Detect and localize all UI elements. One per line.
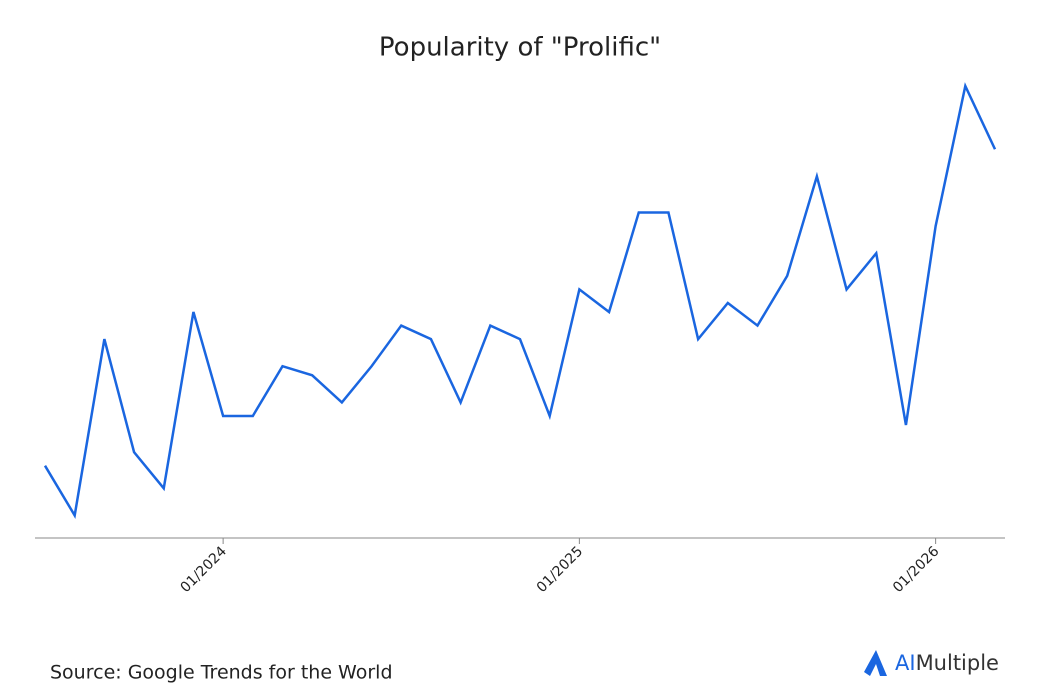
source-note: Source: Google Trends for the World	[50, 662, 393, 684]
chart-title: Popularity of "Prolific"	[379, 33, 661, 63]
x-tick-label: 01/2026	[890, 543, 943, 596]
line-series	[43, 82, 997, 519]
brand-logo: AIMultiple	[864, 650, 999, 676]
x-tick-label: 01/2024	[178, 543, 231, 596]
logo-name: Multiple	[916, 651, 999, 675]
logo-icon	[864, 650, 887, 676]
logo-prefix: AI	[895, 651, 916, 675]
x-tick-label: 01/2025	[534, 544, 586, 596]
logo-text: AIMultiple	[895, 651, 999, 675]
